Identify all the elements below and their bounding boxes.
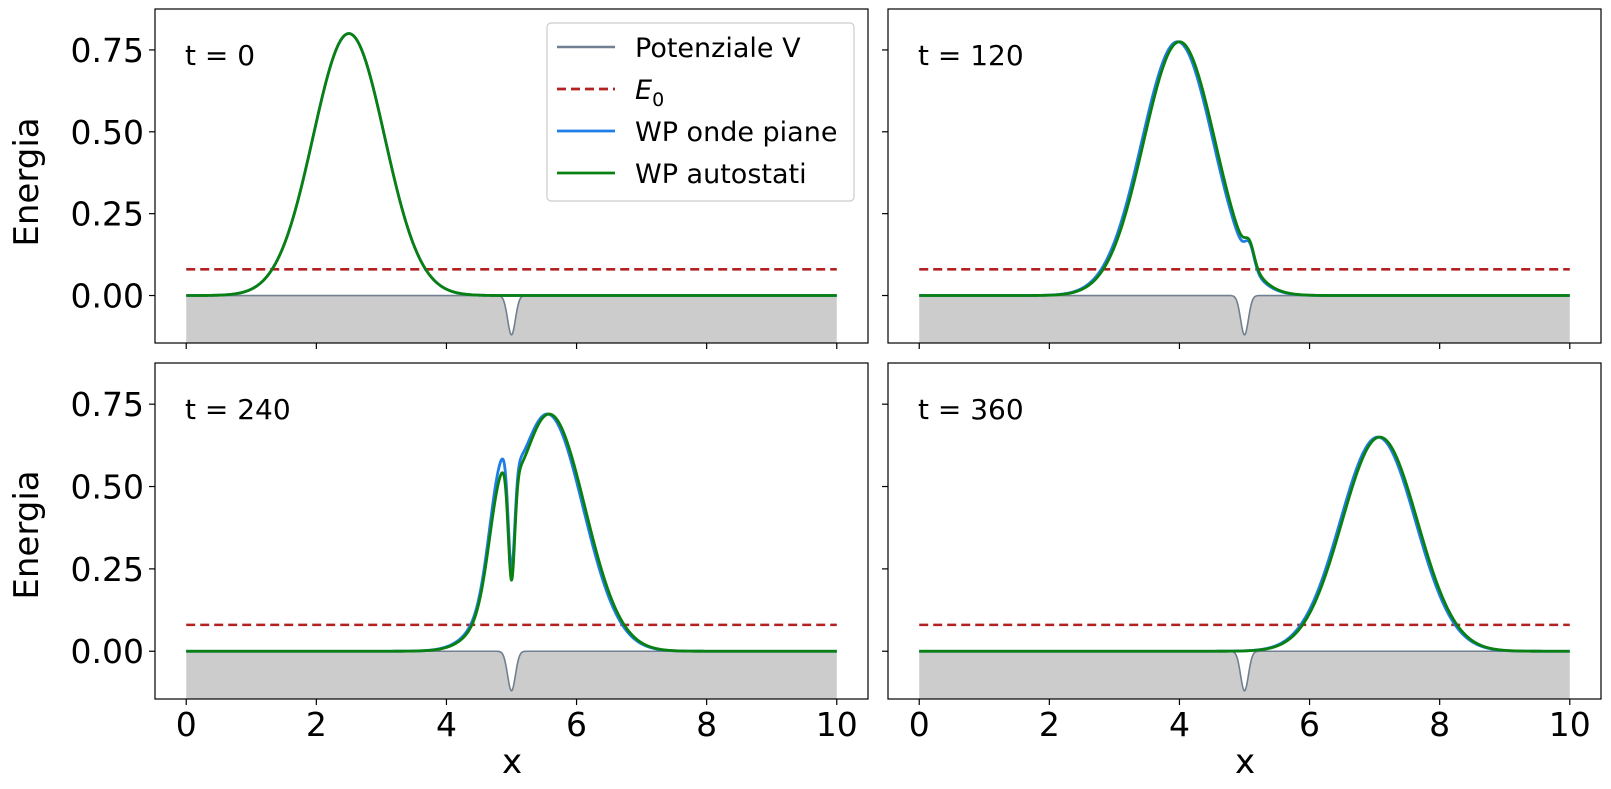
series-autostati xyxy=(185,32,838,297)
legend-entry-V: Potenziale V xyxy=(557,33,801,64)
series-onde-piane xyxy=(185,412,838,653)
series-autostati xyxy=(918,40,1571,297)
x-tick-label: 6 xyxy=(1299,705,1320,744)
y-tick-label: 0.25 xyxy=(71,195,144,234)
legend: Potenziale V E0 WP onde piane WP autostati xyxy=(546,22,855,202)
y-tick-label: 0.00 xyxy=(71,277,144,316)
panel-1: 0.00 0.25 0.50 0.75 t = 0 xyxy=(71,8,869,349)
axes-frame xyxy=(887,362,1602,700)
potential-fill xyxy=(919,651,1570,699)
x-tick-label: 10 xyxy=(1549,705,1591,744)
panel-2: t = 120 xyxy=(882,8,1602,349)
ylabel-top: Energia xyxy=(7,117,47,246)
plot-area xyxy=(185,412,838,699)
potential-fill xyxy=(919,295,1570,343)
y-tick-label: 0.50 xyxy=(71,113,144,152)
y-tick-label: 0.75 xyxy=(71,385,144,424)
x-tick-label: 8 xyxy=(696,705,717,744)
plot-area xyxy=(918,435,1571,699)
x-tick-label: 0 xyxy=(176,705,197,744)
y-tick-label: 0.00 xyxy=(71,632,144,671)
panel-time-label: t = 240 xyxy=(185,393,291,426)
legend-entry-es: WP autostati xyxy=(557,159,807,190)
legend-label: Potenziale V xyxy=(635,33,801,64)
potential-fill xyxy=(186,295,837,343)
x-tick-label: 10 xyxy=(816,705,858,744)
x-tick-label: 0 xyxy=(909,705,930,744)
plot-area xyxy=(185,32,838,343)
axes-frame xyxy=(887,8,1602,344)
legend-label: WP onde piane xyxy=(635,117,837,148)
series-autostati xyxy=(918,435,1571,653)
y-tick-label: 0.25 xyxy=(71,550,144,589)
x-tick-label: 4 xyxy=(1169,705,1190,744)
x-tick-label: 8 xyxy=(1429,705,1450,744)
y-tick-label: 0.50 xyxy=(71,468,144,507)
legend-label: WP autostati xyxy=(635,159,807,190)
legend-entry-pw: WP onde piane xyxy=(557,117,837,148)
series-autostati xyxy=(185,412,838,653)
x-tick-label: 4 xyxy=(436,705,457,744)
xlabel-right: x xyxy=(1235,742,1255,782)
legend-box xyxy=(546,22,855,202)
series-onde-piane xyxy=(918,435,1571,653)
xlabel-left: x xyxy=(502,742,522,782)
panel-time-label: t = 120 xyxy=(918,39,1024,72)
panel-3: 0 2 4 6 8 10 0.00 0.25 0.50 0.75 t = 240 xyxy=(71,362,869,744)
axes-frame xyxy=(154,362,869,700)
panel-time-label: t = 0 xyxy=(185,39,255,72)
series-onde-piane xyxy=(918,40,1571,297)
potential-fill xyxy=(186,651,837,699)
x-tick-label: 2 xyxy=(306,705,327,744)
legend-label: E0 xyxy=(635,75,664,111)
plot-area xyxy=(918,40,1571,343)
axes-frame xyxy=(154,8,869,344)
panel-4: 0 2 4 6 8 10 t = 360 xyxy=(882,362,1602,744)
x-tick-label: 2 xyxy=(1039,705,1060,744)
legend-entry-E0: E0 xyxy=(557,75,664,111)
ylabel-bottom: Energia xyxy=(7,470,47,599)
y-tick-label: 0.75 xyxy=(71,31,144,70)
panel-time-label: t = 360 xyxy=(918,393,1024,426)
x-tick-label: 6 xyxy=(566,705,587,744)
